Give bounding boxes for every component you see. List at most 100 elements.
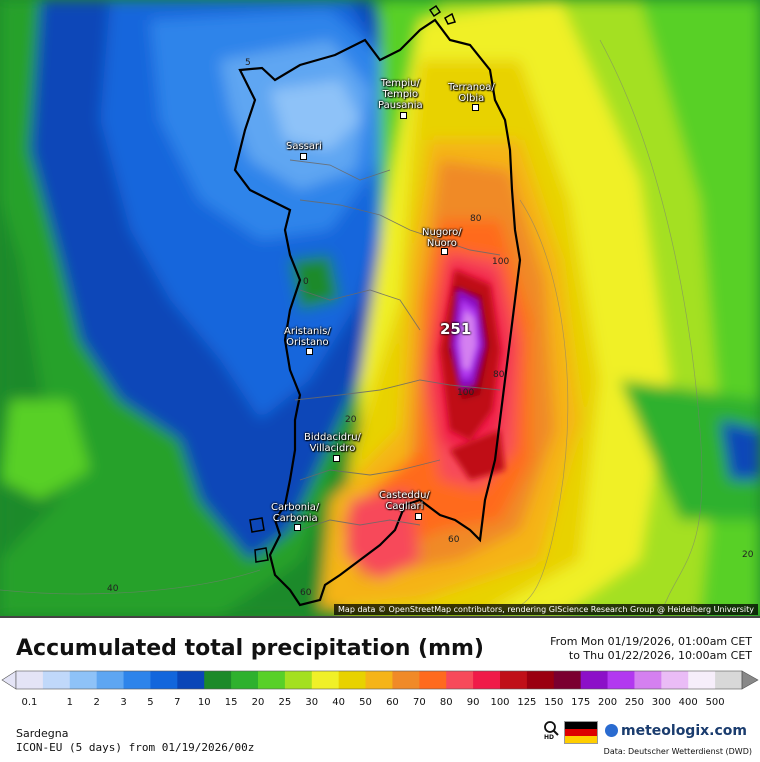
- colorbar-tick-label: 60: [386, 697, 399, 708]
- colorbar-tick-label: 200: [598, 697, 618, 708]
- max-value-label: 251: [440, 320, 472, 338]
- colorbar-tick-label: 40: [332, 697, 346, 708]
- colorbar-swatch: [258, 671, 286, 689]
- contour-label: 20: [742, 550, 754, 560]
- city-marker: [294, 524, 301, 531]
- contour-label: 80: [470, 214, 482, 224]
- colorbar-tick-label: 100: [490, 697, 510, 708]
- magnifier-icon: [544, 721, 559, 736]
- precipitation-map[interactable]: Tempiu/ Tempio Pausania Terranoa/ Olbia …: [0, 0, 760, 616]
- brand-logo[interactable]: meteologix.com: [605, 723, 747, 739]
- city-marker: [306, 348, 313, 355]
- model-run: ICON-EU (5 days) from 01/19/2026/00z: [16, 741, 255, 754]
- city-marker: [472, 104, 479, 111]
- hd-label: HD: [544, 734, 555, 741]
- colorbar-swatch: [231, 671, 259, 689]
- colorbar-swatch: [500, 671, 528, 689]
- colorbar-tick-label: 30: [305, 697, 319, 708]
- contour-label: 60: [448, 535, 460, 545]
- colorbar-swatch: [365, 671, 393, 689]
- precipitation-field: [0, 0, 760, 616]
- colorbar-tick-label: 20: [251, 697, 265, 708]
- city-marker: [300, 153, 307, 160]
- colorbar-swatch: [311, 671, 340, 689]
- colorbar-swatch: [607, 671, 635, 689]
- colorbar-tick-label: 80: [439, 697, 453, 708]
- colorbar-swatch: [96, 671, 125, 689]
- colorbar-tick-label: 50: [359, 697, 372, 708]
- colorbar-swatch: [392, 671, 420, 689]
- colorbar-tick-label: 70: [412, 697, 426, 708]
- city-marker: [333, 455, 340, 462]
- colorbar-swatch: [446, 671, 474, 689]
- colorbar-swatch: [661, 671, 689, 689]
- zoom-hd-button[interactable]: HD: [543, 721, 561, 743]
- colorbar-swatch: [688, 671, 716, 689]
- colorbar-swatch: [69, 671, 98, 689]
- colorbar-swatch: [284, 671, 313, 689]
- colorbar-arrow-low: [1, 670, 17, 690]
- city-label-tempio: Tempiu/ Tempio Pausania: [378, 78, 423, 111]
- colorbar-tick-label: 1: [66, 697, 73, 708]
- colorbar-swatch: [715, 671, 743, 689]
- map-attribution: Map data © OpenStreetMap contributors, r…: [334, 604, 758, 615]
- colorbar-swatch: [42, 671, 71, 689]
- colorbar-arrow-high: [741, 670, 759, 690]
- colorbar-swatch: [123, 671, 151, 689]
- colorbar-tick-label: 300: [651, 697, 671, 708]
- contour-label: 40: [107, 584, 119, 594]
- colorbar-swatch: [553, 671, 582, 689]
- colorbar-tick-label: 0.1: [21, 697, 38, 708]
- city-label-carbonia: Carbonia/ Carbonia: [271, 502, 320, 524]
- contour-label: 100: [492, 257, 510, 267]
- coastline: [233, 18, 522, 607]
- colorbar-swatch: [150, 671, 178, 689]
- colorbar-tick-label: 3: [120, 697, 127, 708]
- city-label-cagliari: Casteddu/ Cagliari: [379, 490, 430, 512]
- colorbar-tick-label: 250: [624, 697, 644, 708]
- city-label-villacidro: Biddacidru/ Villacidro: [304, 432, 361, 454]
- city-marker: [415, 513, 422, 520]
- data-source: Data: Deutscher Wetterdienst (DWD): [603, 747, 752, 756]
- colorbar-tick-label: 25: [278, 697, 292, 708]
- colorbar-tick-label: 7: [174, 697, 181, 708]
- globe-icon: [605, 724, 618, 737]
- province-borders: [289, 159, 501, 531]
- colorbar-tick-label: 125: [517, 697, 537, 708]
- map-title: Accumulated total precipitation (mm): [16, 636, 484, 661]
- contour-label: 100: [457, 388, 475, 398]
- region-name: Sardegna: [16, 727, 69, 740]
- colorbar-swatch: [177, 671, 205, 689]
- colorbar-tick-label: 90: [466, 697, 480, 708]
- colorbar-swatch: [419, 671, 447, 689]
- contour-label: 5: [245, 58, 251, 68]
- contour-label: 60: [300, 588, 312, 598]
- period-from: From Mon 01/19/2026, 01:00am CET: [550, 635, 752, 648]
- colorbar-swatch: [204, 671, 232, 689]
- colorbar-swatch: [338, 671, 367, 689]
- colorbar-swatch: [526, 671, 555, 689]
- colorbar-swatch: [473, 671, 501, 689]
- colorbar-swatch: [16, 671, 44, 689]
- city-label-nuoro: Nugoro/ Nuoro: [422, 227, 462, 249]
- city-label-sassari: Sassari: [286, 141, 322, 152]
- colorbar-swatch: [580, 671, 609, 689]
- colorbar-tick-label: 5: [147, 697, 154, 708]
- contour-label: 80: [493, 370, 505, 380]
- colorbar: [1, 670, 759, 690]
- colorbar-tick-label: 15: [224, 697, 238, 708]
- colorbar-tick-label: 150: [544, 697, 564, 708]
- city-marker: [400, 112, 407, 119]
- colorbar-tick-label: 2: [93, 697, 100, 708]
- colorbar-tick-label: 175: [571, 697, 591, 708]
- colorbar-swatch: [634, 671, 662, 689]
- colorbar-tick-label: 10: [197, 697, 211, 708]
- colorbar-tick-label: 500: [705, 697, 725, 708]
- city-label-oristano: Aristanis/ Oristano: [284, 326, 331, 348]
- period-to: to Thu 01/22/2026, 10:00am CET: [568, 649, 752, 662]
- city-label-olbia: Terranoa/ Olbia: [448, 82, 495, 104]
- language-flag-icon[interactable]: [564, 721, 598, 744]
- colorbar-tick-label: 400: [678, 697, 698, 708]
- city-marker: [441, 248, 448, 255]
- brand-name: meteologix.com: [621, 723, 747, 739]
